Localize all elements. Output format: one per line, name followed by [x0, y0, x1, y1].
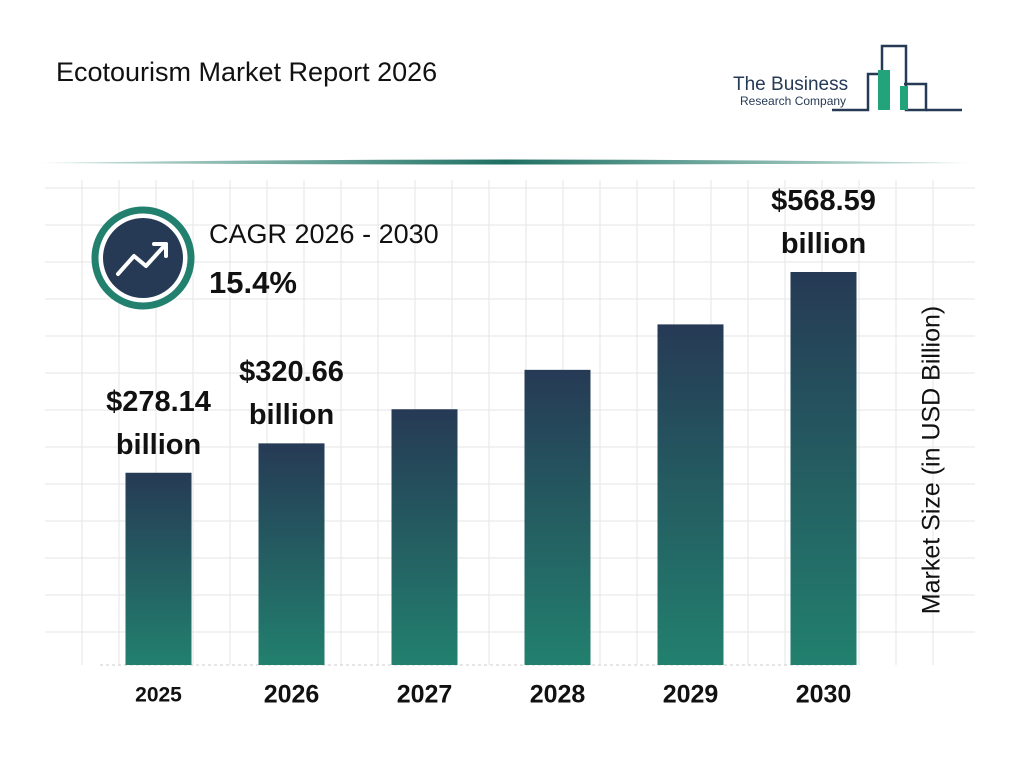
- logo-bar: [900, 86, 908, 110]
- value-label: $320.66 billion: [239, 356, 344, 432]
- x-tick-label: 2030: [796, 681, 852, 709]
- y-axis-label: Market Size (in USD Billion): [918, 306, 946, 614]
- logo-subtext: Research Company: [740, 94, 846, 108]
- x-tick-label: 2025: [135, 684, 182, 707]
- x-tick-label: 2029: [663, 681, 719, 709]
- x-tick-label: 2026: [264, 681, 320, 709]
- title: Ecotourism Market Report 2026: [56, 57, 437, 87]
- bar: [391, 409, 458, 665]
- logo-text: The Business: [733, 74, 848, 95]
- bar: [524, 369, 591, 665]
- bar: [657, 324, 724, 665]
- bar: [125, 472, 192, 665]
- divider: [40, 159, 970, 165]
- cagr-icon: [91, 206, 195, 310]
- value-label: $568.59 billion: [771, 185, 876, 260]
- value-label: $278.14 billion: [106, 385, 211, 461]
- bar: [258, 443, 325, 665]
- cagr-value: 15.4%: [209, 265, 297, 300]
- x-tick-label: 2027: [397, 681, 453, 709]
- cagr-label: CAGR 2026 - 2030: [209, 219, 439, 249]
- x-tick-label: 2028: [530, 681, 586, 709]
- logo: The Business Research Company: [733, 44, 962, 112]
- bar: [790, 272, 857, 665]
- logo-bar: [878, 70, 890, 110]
